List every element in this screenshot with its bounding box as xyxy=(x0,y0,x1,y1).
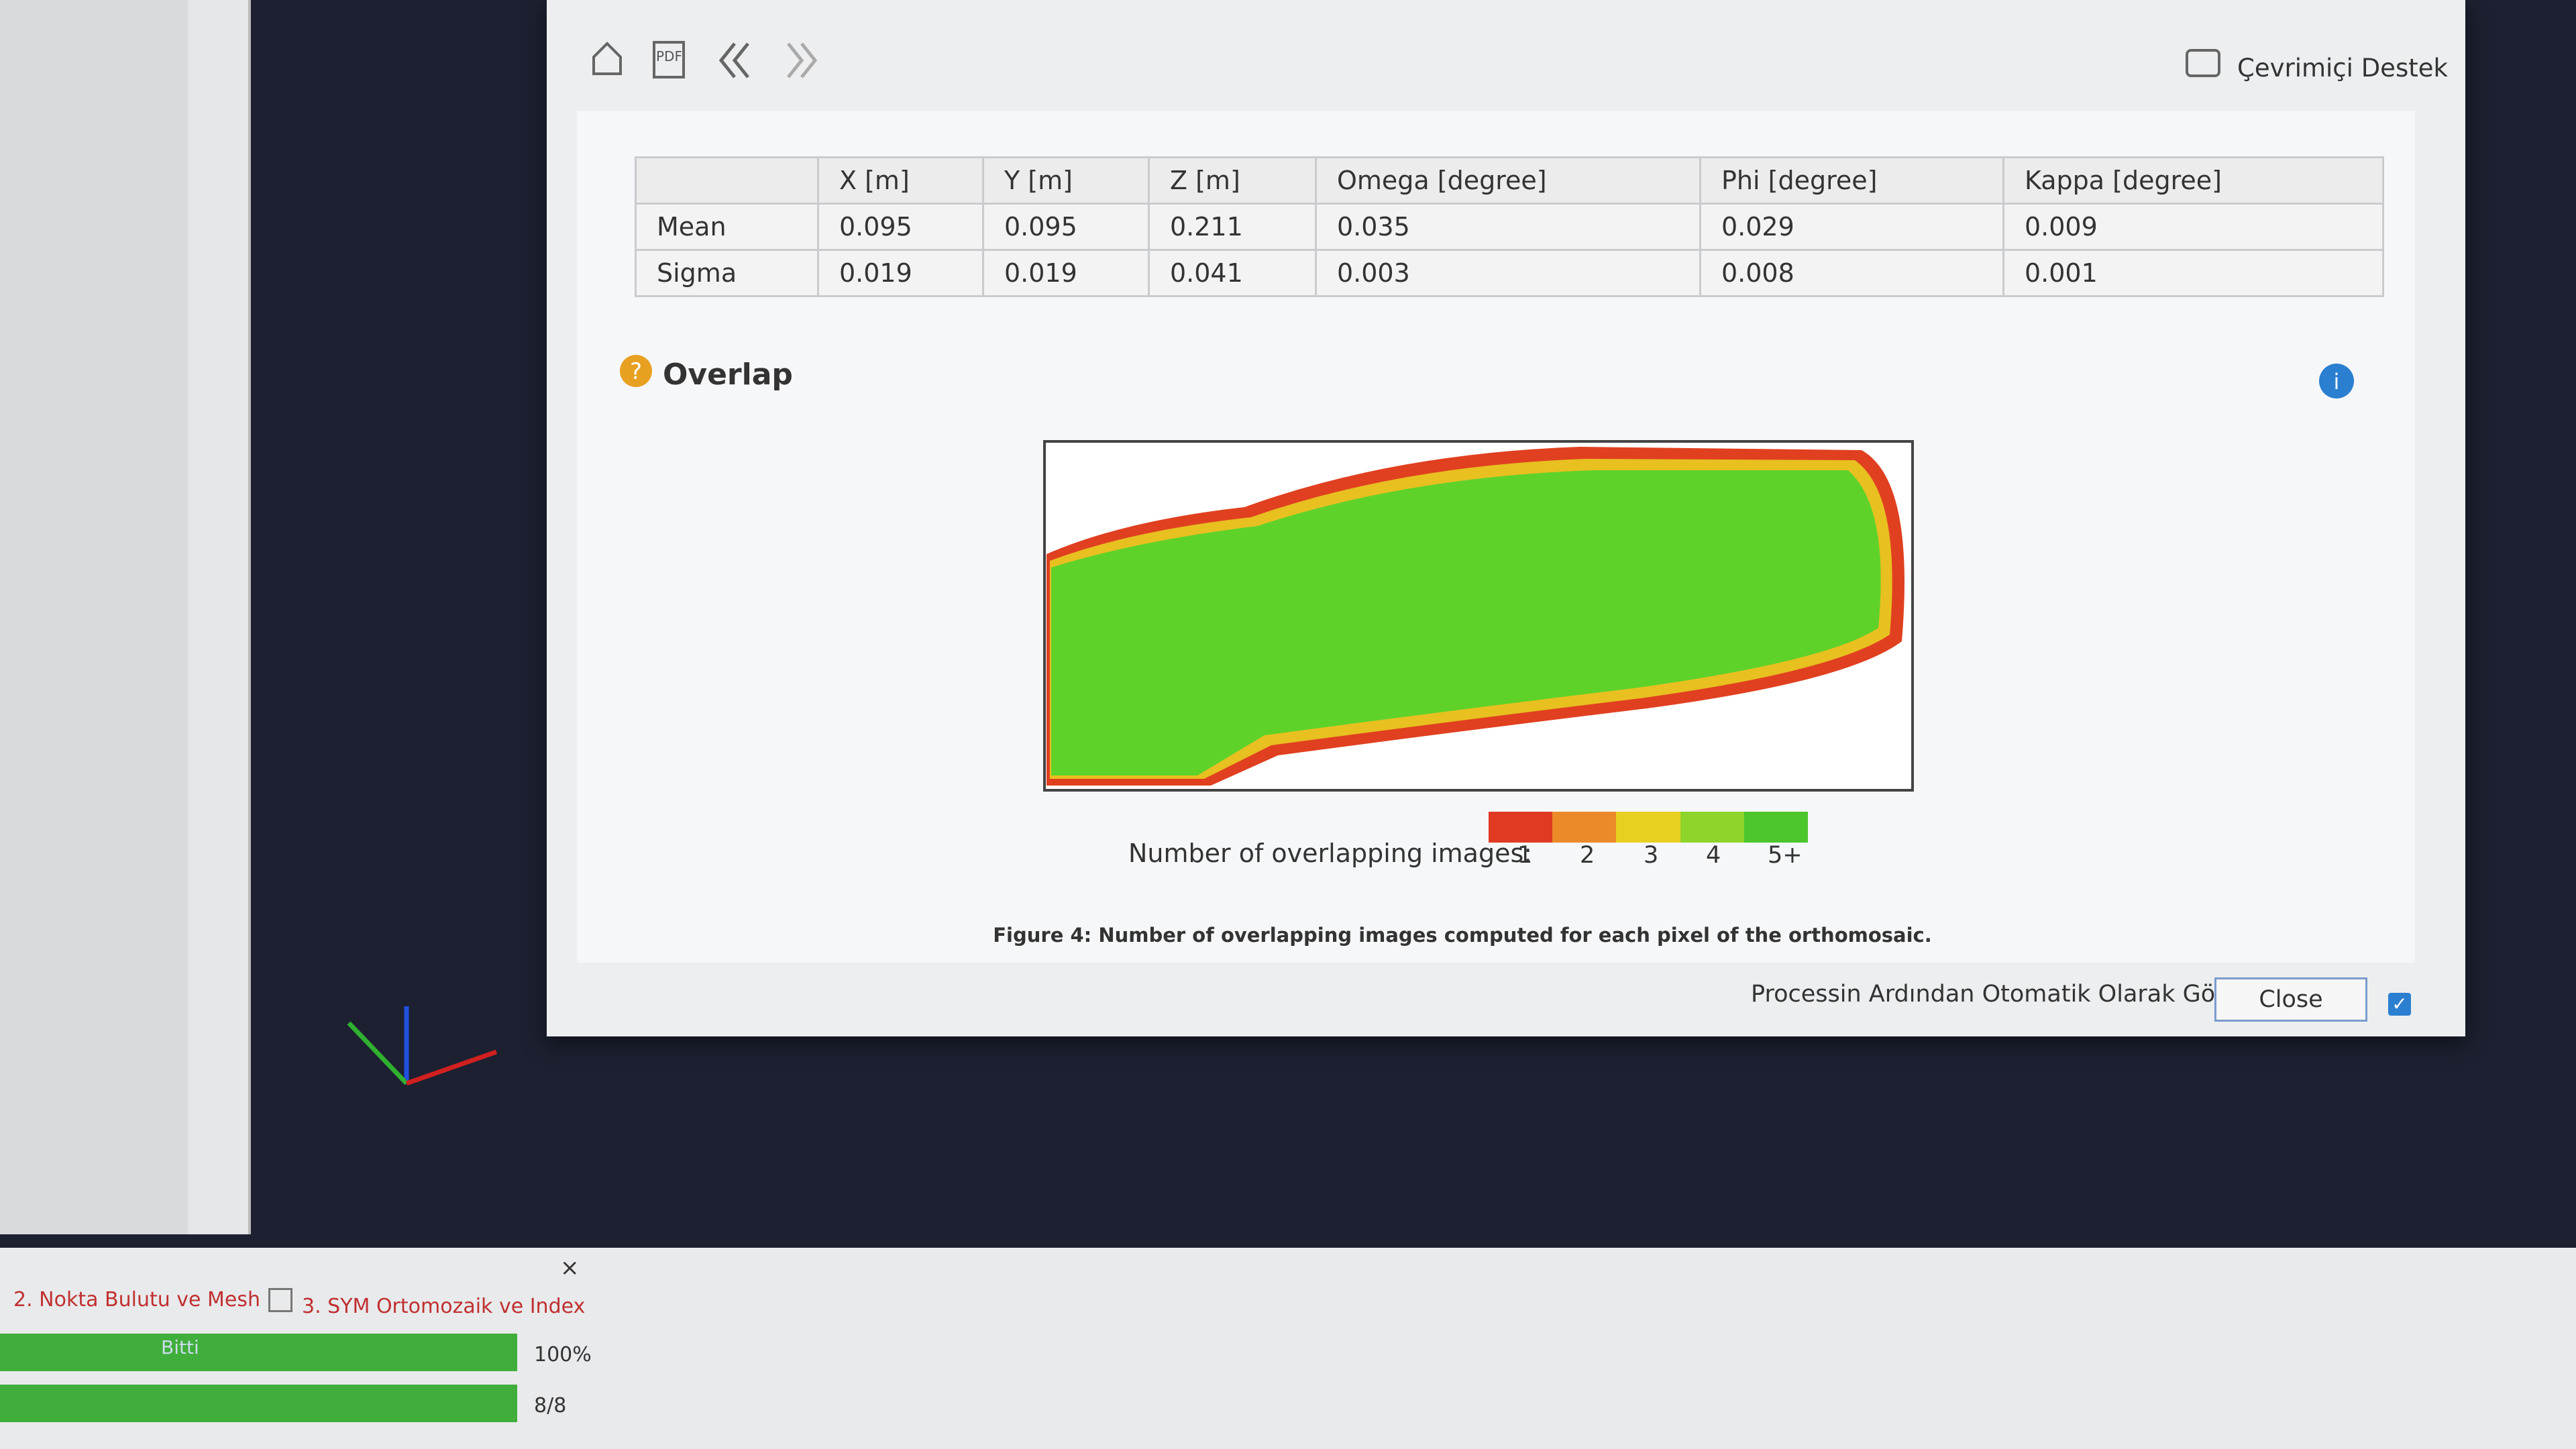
legend-colorbar xyxy=(1489,812,1808,843)
legend-item: 4 xyxy=(1706,842,1721,869)
toolbar-icons xyxy=(592,41,818,78)
overlap-map xyxy=(1043,440,1914,792)
support-icon xyxy=(2186,49,2220,77)
table-row: Mean 0.095 0.095 0.211 0.035 0.029 0.009 xyxy=(635,203,2384,251)
column-header: Omega [degree] xyxy=(1315,156,1701,205)
progress-text: Bitti xyxy=(161,1336,199,1358)
checkbox[interactable] xyxy=(268,1288,292,1312)
legend-item: 5+ xyxy=(1768,842,1803,869)
legend-item: 1 xyxy=(1517,842,1533,869)
progress-bar xyxy=(0,1334,517,1371)
support-link[interactable]: Çevrimiçi Destek xyxy=(2237,54,2448,83)
table-cell: 0.003 xyxy=(1315,249,1701,297)
side-panel xyxy=(0,0,188,1234)
panel xyxy=(188,0,251,1234)
table-cell: 0.009 xyxy=(2002,203,2384,251)
table-cell: 0.008 xyxy=(1699,249,2004,297)
report-dialog: PDF Çevrimiçi Destek X [m] Y [m] Z [m] Omeg… xyxy=(547,0,2465,1036)
report-content: X [m] Y [m] Z [m] Omega [degree] Phi [degree… xyxy=(577,111,2415,963)
table-cell: 0.035 xyxy=(1315,203,1701,251)
figure-caption: Figure 4: Number of overlapping images c… xyxy=(993,924,1932,947)
column-header: Phi [degree] xyxy=(1699,156,2004,205)
pdf-icon[interactable]: PDF xyxy=(656,48,682,64)
table-cell: 0.029 xyxy=(1699,203,2004,251)
column-header: Kappa [degree] xyxy=(2002,156,2384,205)
table-corner xyxy=(635,156,819,205)
table-header-row: X [m] Y [m] Z [m] Omega [degree] Phi [degree… xyxy=(635,156,2384,205)
progress-status: 100% xyxy=(534,1343,592,1366)
stats-table: X [m] Y [m] Z [m] Omega [degree] Phi [degree… xyxy=(635,156,2384,297)
step: 3. SYM Ortomozaik ve Index xyxy=(302,1295,586,1318)
help-icon: ? xyxy=(620,355,652,387)
legend-label: Number of overlapping images: xyxy=(1128,839,1533,868)
table-cell: 0.095 xyxy=(817,203,984,251)
legend-item: 2 xyxy=(1580,842,1595,869)
axis-gizmo xyxy=(347,1006,498,1086)
progress-bar xyxy=(0,1385,517,1422)
close-button[interactable]: Close xyxy=(2214,977,2367,1022)
section-title: Overlap xyxy=(663,358,793,392)
row-header: Mean xyxy=(635,203,819,251)
svg-text:i: i xyxy=(2334,369,2340,394)
column-header: Y [m] xyxy=(982,156,1150,205)
table-cell: 0.019 xyxy=(817,249,984,297)
column-header: Z [m] xyxy=(1148,156,1317,205)
table-row: Sigma 0.019 0.019 0.041 0.003 0.008 0.001 xyxy=(635,249,2384,297)
row-header: Sigma xyxy=(635,249,819,297)
legend-item: 3 xyxy=(1644,842,1659,869)
progress-status: 8/8 xyxy=(534,1394,567,1417)
info-icon[interactable]: i xyxy=(2318,362,2355,400)
step: 2. Nokta Bulutu ve Mesh xyxy=(13,1288,260,1311)
close-icon[interactable]: × xyxy=(560,1254,580,1281)
table-cell: 0.019 xyxy=(982,249,1150,297)
table-cell: 0.211 xyxy=(1148,203,1317,251)
table-cell: 0.095 xyxy=(982,203,1150,251)
table-cell: 0.041 xyxy=(1148,249,1317,297)
table-cell: 0.001 xyxy=(2002,249,2384,297)
task-panel: × 2. Nokta Bulutu ve Mesh 3. SYM Ortomoz… xyxy=(0,1248,2576,1449)
svg-text:?: ? xyxy=(630,358,642,385)
checkbox[interactable]: ✓ xyxy=(2388,993,2411,1016)
column-header: X [m] xyxy=(817,156,984,205)
checkbox-label[interactable]: Processin Ardından Otomatik Olarak Göste… xyxy=(1751,981,2261,1008)
